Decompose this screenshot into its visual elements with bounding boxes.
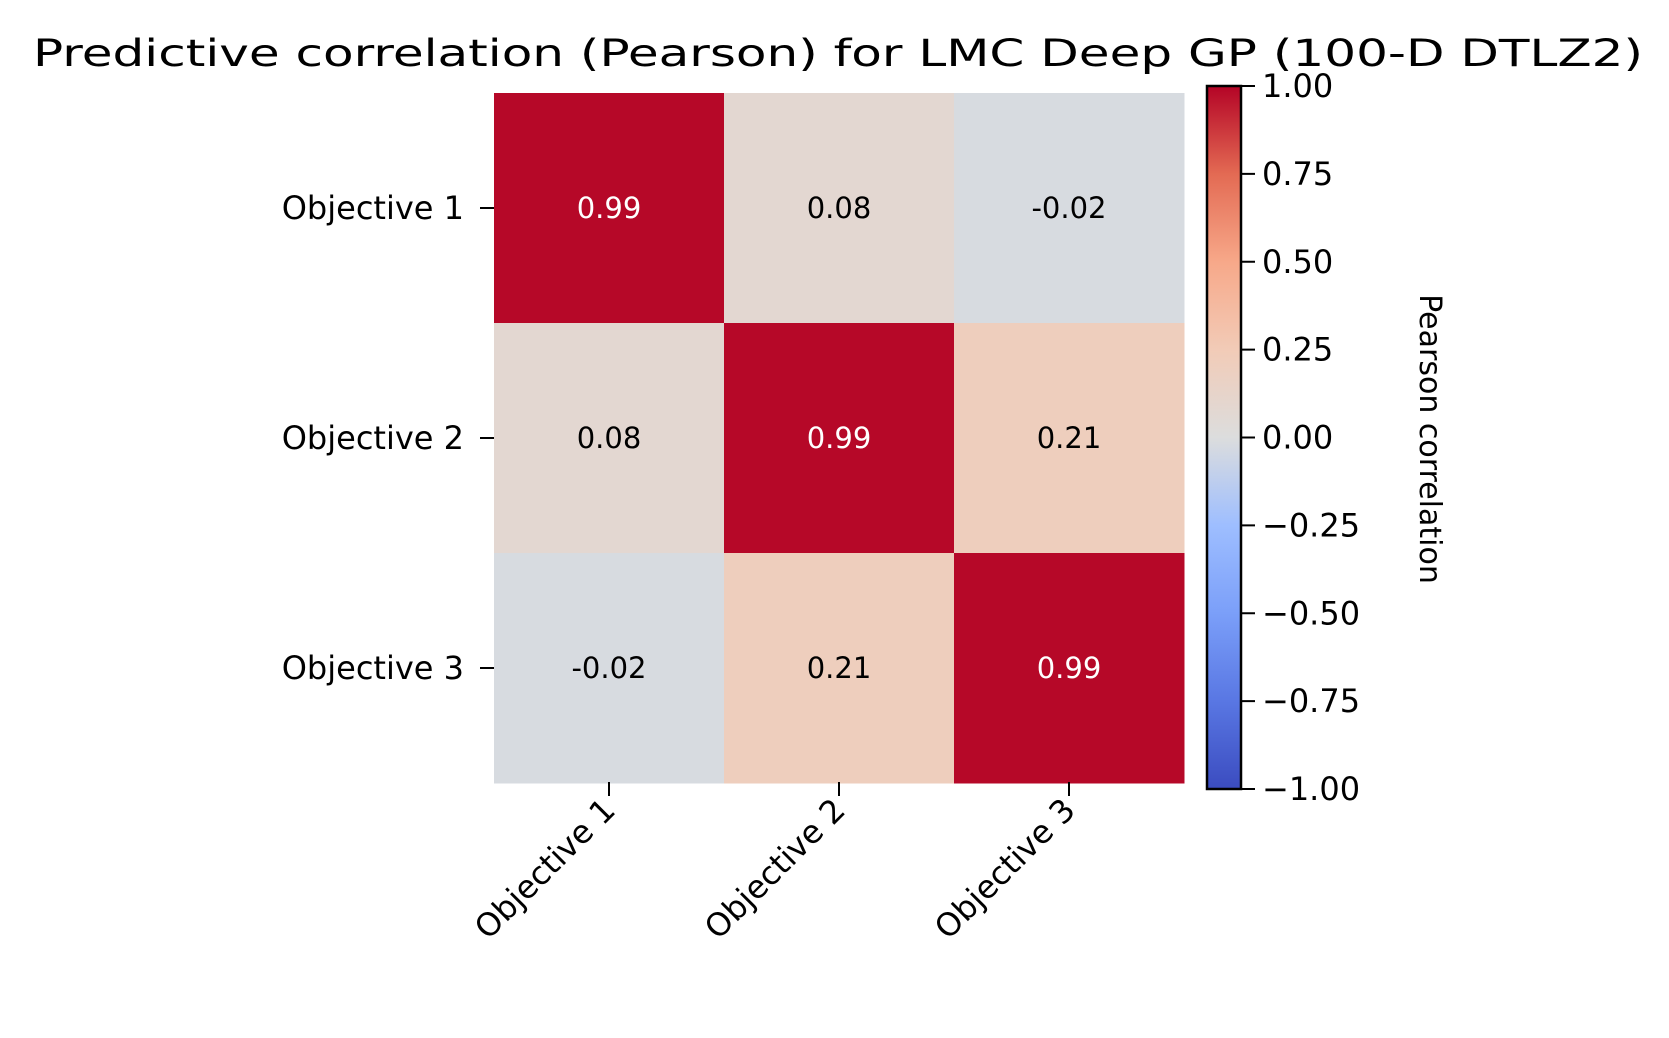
y-tick-label: Objective 2 xyxy=(282,419,464,457)
colorbar-tick-label: 1.00 xyxy=(1262,67,1333,105)
colorbar-label: Pearson correlation xyxy=(1412,294,1447,584)
y-tick-label: Objective 3 xyxy=(282,649,464,687)
x-tick-label: Objective 2 xyxy=(697,791,853,947)
colorbar xyxy=(1205,84,1243,791)
colorbar-tick-label: −0.25 xyxy=(1262,506,1360,544)
y-tick-label: Objective 1 xyxy=(282,189,464,227)
heatmap-cell xyxy=(724,323,955,554)
colorbar-tick-label: −0.75 xyxy=(1262,682,1360,720)
heatmap-cell xyxy=(494,323,725,554)
heatmap-cell xyxy=(724,553,955,784)
x-tick-label: Objective 3 xyxy=(927,791,1083,947)
colorbar-tick-label: 0.00 xyxy=(1262,419,1333,457)
cell-annotation: 0.99 xyxy=(807,421,872,455)
colorbar-tick-label: 0.25 xyxy=(1262,331,1333,369)
heatmap-cell xyxy=(954,323,1185,554)
heatmap-cell xyxy=(494,93,725,324)
cell-annotation: 0.99 xyxy=(577,191,642,225)
colorbar-tick-label: −0.50 xyxy=(1262,594,1360,632)
colorbar-tick-label: −1.00 xyxy=(1262,770,1360,808)
cell-annotation: 0.99 xyxy=(1037,651,1102,685)
cell-annotation: 0.08 xyxy=(577,421,642,455)
heatmap-cell xyxy=(724,93,955,324)
x-tick-label: Objective 1 xyxy=(467,791,623,947)
heatmap-cell xyxy=(954,553,1185,784)
chart-title: Predictive correlation (Pearson) for LMC… xyxy=(33,32,1643,75)
cell-annotation: 0.21 xyxy=(807,651,872,685)
colorbar-tick-label: 0.75 xyxy=(1262,155,1333,193)
heatmap-cell xyxy=(954,93,1185,324)
cell-annotation: 0.21 xyxy=(1037,421,1102,455)
cell-annotation: -0.02 xyxy=(571,651,646,685)
colorbar-tick-label: 0.50 xyxy=(1262,243,1333,281)
heatmap-cell xyxy=(494,553,725,784)
cell-annotation: 0.08 xyxy=(807,191,872,225)
cell-annotation: -0.02 xyxy=(1031,191,1106,225)
